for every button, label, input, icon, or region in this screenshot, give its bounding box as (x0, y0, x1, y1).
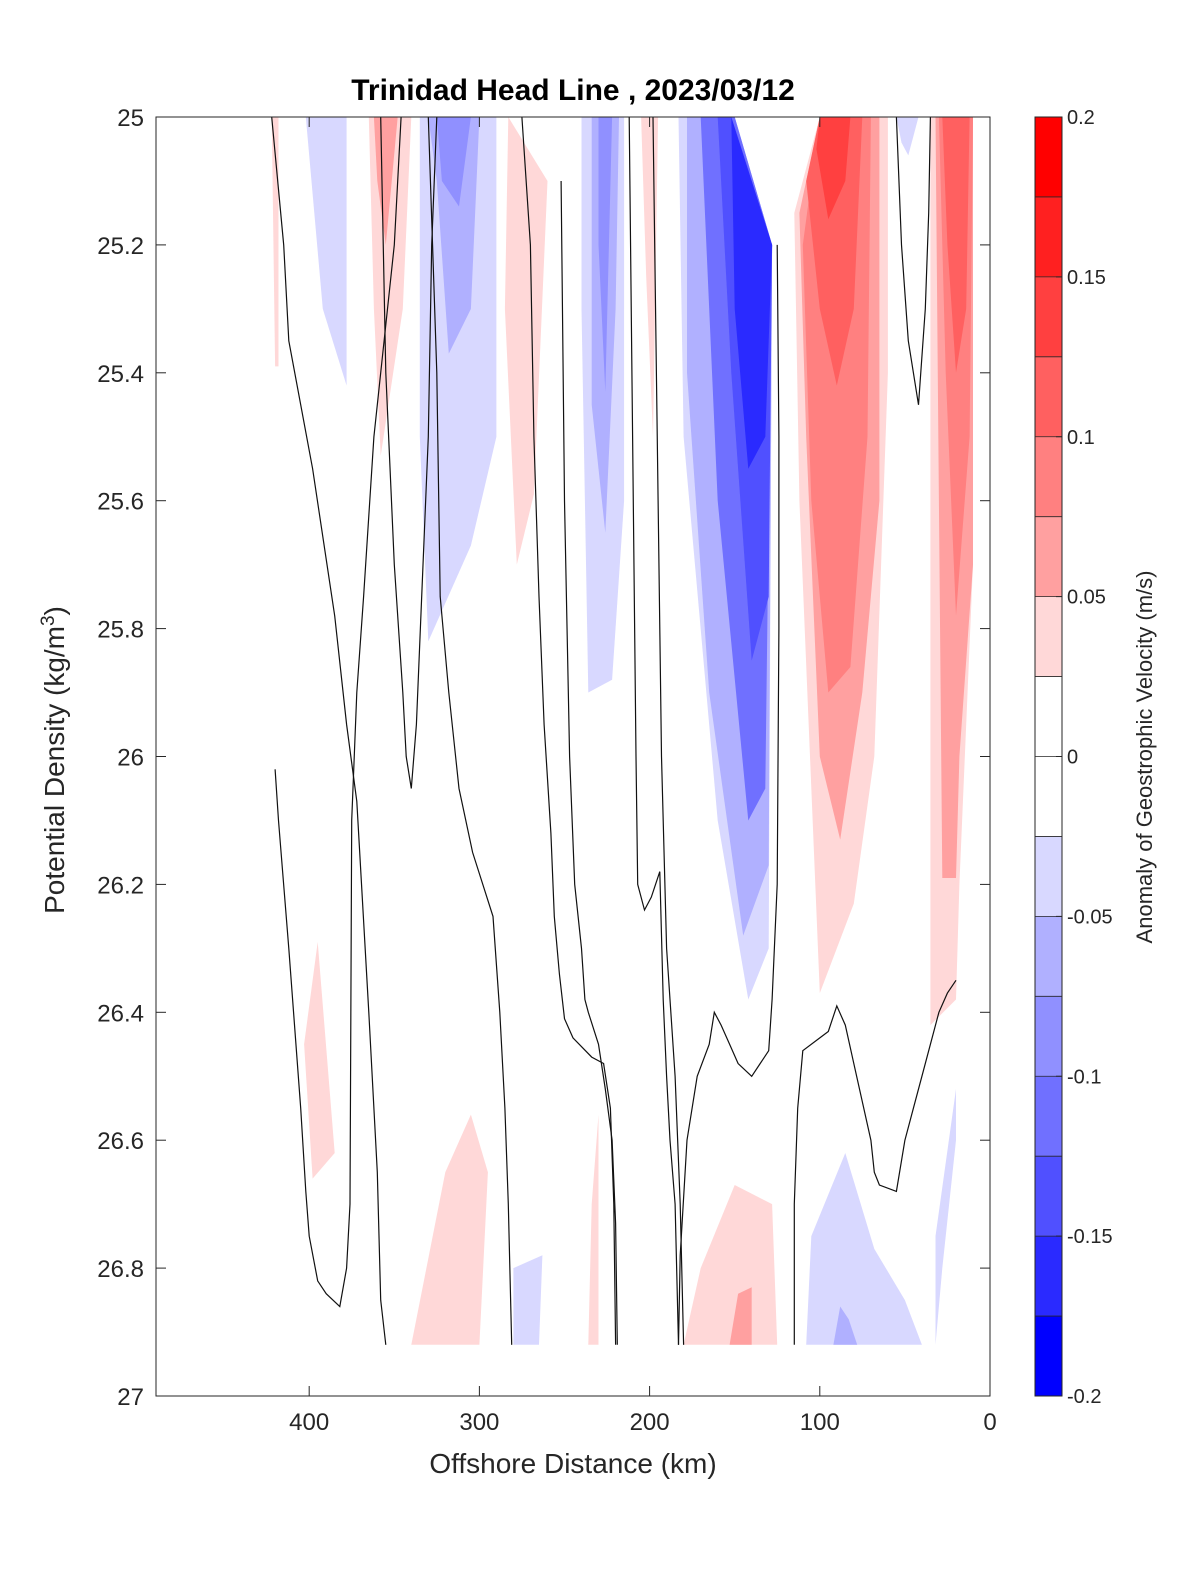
y-tick-label: 27 (117, 1384, 144, 1411)
colorbar-swatch (1035, 916, 1062, 997)
y-tick-label: 25.8 (97, 617, 144, 644)
x-tick-label: 300 (459, 1409, 499, 1436)
colorbar-swatch (1035, 756, 1062, 837)
velocity-region-neg-7e (731, 117, 773, 469)
colorbar-swatch (1035, 676, 1062, 757)
zero-contour-7 (628, 117, 680, 1345)
colorbar-swatch (1035, 276, 1062, 358)
colorbar-tick-label: -0.05 (1067, 906, 1113, 928)
colorbar-tick-label: -0.1 (1067, 1066, 1101, 1088)
velocity-region-pos-11 (304, 942, 335, 1179)
velocity-region-pos-14 (588, 1114, 599, 1345)
zero-contour-8 (652, 117, 685, 1345)
zero-contour-4 (427, 117, 513, 1345)
zero-contour-5 (521, 117, 617, 1345)
colorbar-swatch (1035, 1156, 1062, 1237)
colorbar-swatch (1035, 117, 1062, 198)
velocity-region-neg-17 (935, 1089, 956, 1345)
colorbar-tick-label: 0 (1067, 747, 1078, 769)
colorbar-swatch (1035, 836, 1062, 917)
colorbar-swatch (1035, 436, 1062, 518)
y-tick-label: 26.4 (97, 1000, 144, 1027)
colorbar-swatch (1035, 516, 1062, 598)
x-tick-label: 400 (289, 1409, 329, 1436)
y-tick-label: 26.8 (97, 1256, 144, 1283)
velocity-region-pos-1 (271, 117, 279, 367)
zero-contour-9 (677, 244, 780, 1345)
velocity-region-pos-12 (411, 1114, 488, 1345)
velocity-region-neg-16b (833, 1306, 858, 1345)
velocity-region-pos-4 (504, 117, 548, 565)
velocity-region-neg-1 (305, 117, 347, 386)
y-tick-label: 26.6 (97, 1128, 144, 1155)
colorbar-tick-label: 0.2 (1067, 107, 1095, 129)
colorbar-tick-label: -0.15 (1067, 1226, 1113, 1248)
y-tick-label: 26.2 (97, 872, 144, 899)
y-axis-label-superscript: 3 (38, 615, 59, 626)
velocity-region-pos-8d (806, 117, 863, 386)
zero-contour-6 (560, 180, 618, 1345)
velocity-region-pos-15 (683, 1185, 778, 1345)
y-axis-label: Potential Density (kg/m3) (38, 606, 70, 914)
x-tick-label: 100 (800, 1409, 840, 1436)
velocity-region-pos-2b (373, 117, 398, 245)
y-tick-label: 25.4 (97, 361, 144, 388)
colorbar-swatch (1035, 1316, 1062, 1397)
velocity-region-neg-3c (436, 117, 471, 207)
y-tick-label: 25.6 (97, 489, 144, 516)
velocity-region-neg-3b (428, 117, 480, 354)
colorbar-ticks: 0.2 0.15 0.1 0.05 0 -0.05 -0.1 -0.15 -0.2 (1056, 107, 1113, 1408)
colorbar-swatch (1035, 196, 1062, 278)
velocity-region-neg-5c (598, 117, 613, 392)
x-axis-label: Offshore Distance (km) (429, 1448, 716, 1479)
colorbar-tick-label: -0.2 (1067, 1386, 1101, 1408)
velocity-region-neg-16 (806, 1153, 922, 1345)
y-axis: 25 25.2 25.4 25.6 25.8 26 26.2 26.4 26.6 26.8 27 (97, 105, 990, 1411)
colorbar-swatch (1035, 356, 1062, 438)
velocity-region-pos-15b (729, 1287, 752, 1345)
y-tick-label: 25.2 (97, 233, 144, 260)
chart-title: Trinidad Head Line , 2023/03/12 (351, 74, 795, 107)
zero-contour-11 (895, 117, 931, 405)
y-axis-label-close: ) (39, 606, 70, 615)
zero-contour-10 (793, 979, 957, 1345)
colorbar-swatch (1035, 1236, 1062, 1317)
filled-contour-layer (271, 117, 973, 1345)
colorbar-label: Anomaly of Geostrophic Velocity (m/s) (1132, 571, 1157, 944)
zero-contour-1 (274, 117, 402, 1308)
x-tick-label: 0 (983, 1409, 996, 1436)
velocity-region-neg-9 (896, 117, 919, 156)
y-tick-label: 25 (117, 105, 144, 132)
velocity-region-neg-13 (513, 1255, 543, 1345)
colorbar-tick-label: 0.1 (1067, 427, 1095, 449)
x-axis: 400 300 200 100 0 (289, 117, 997, 1436)
velocity-region-pos-10d (942, 117, 970, 373)
zero-contour-3 (380, 117, 438, 789)
colorbar-swatch (1035, 596, 1062, 678)
colorbar-tick-label: 0.05 (1067, 587, 1106, 609)
colorbar-swatch (1035, 1076, 1062, 1157)
zero-contour-2 (271, 117, 387, 1345)
velocity-region-pos-8e (816, 117, 851, 220)
zero-contour-layer (271, 117, 957, 1345)
y-tick-label: 26 (117, 745, 144, 772)
y-axis-label-main: Potential Density (kg/m (39, 626, 70, 914)
colorbar-swatch (1035, 996, 1062, 1077)
colorbar-frame (1034, 116, 1063, 1397)
x-tick-label: 200 (630, 1409, 670, 1436)
colorbar-tick-label: 0.15 (1067, 267, 1106, 289)
colorbar (1035, 117, 1062, 1397)
